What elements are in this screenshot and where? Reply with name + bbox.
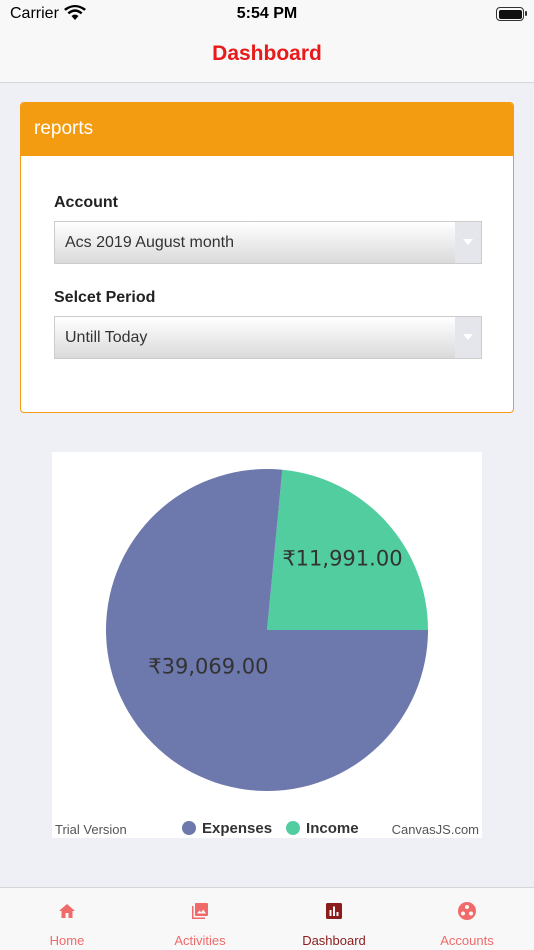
tab-label: Activities [174,933,226,948]
pie-label-income: ₹11,991.00 [282,547,402,571]
carrier-label: Carrier [10,5,59,22]
reports-card: reports Account Acs 2019 August month Se… [20,102,514,413]
pie-label-expenses: ₹39,069.00 [148,654,268,678]
tab-accounts[interactable]: Accounts [400,888,534,950]
account-select[interactable]: Acs 2019 August month [54,221,482,264]
legend-item-income[interactable]: Income [286,820,359,837]
legend-label: Income [306,819,359,837]
account-label: Account [54,194,118,211]
tab-activities[interactable]: Activities [133,888,267,950]
wifi-icon [64,5,86,20]
canvasjs-credit[interactable]: CanvasJS.com [391,822,479,837]
chevron-down-icon[interactable] [455,222,481,263]
chart-legend: Expenses Income [182,818,373,838]
status-bar: Carrier 5:54 PM [0,0,534,30]
pie-chart-canvas: ₹11,991.00 ₹39,069.00 [105,469,428,791]
chevron-down-icon[interactable] [455,317,481,358]
tab-dashboard[interactable]: Dashboard [267,888,401,950]
account-select-value: Acs 2019 August month [65,234,234,251]
trial-version-text: Trial Version [55,822,127,837]
home-icon [59,904,75,918]
pie-slice-income[interactable] [267,469,428,630]
tab-bar: Home Activities Dashboard Accounts [0,887,534,950]
tab-label: Dashboard [302,933,366,948]
tab-label: Accounts [440,933,494,948]
legend-item-expenses[interactable]: Expenses [182,820,272,837]
legend-marker [182,821,196,835]
legend-marker [286,821,301,835]
period-select[interactable]: Untill Today [54,316,482,359]
bar-chart-icon [326,903,342,919]
tab-label: Home [49,933,85,948]
pie-chart: ₹11,991.00 ₹39,069.00 Trial Version Expen… [52,452,482,838]
period-label: Selcet Period [54,289,156,306]
clock: 5:54 PM [236,5,298,22]
page-title: Dashboard [212,42,322,65]
tab-home[interactable]: Home [0,888,134,950]
pie-slice-expenses[interactable] [105,469,428,791]
period-select-value: Untill Today [65,329,148,346]
navigation-bar: Dashboard [0,30,534,83]
photo-library-icon [192,903,208,919]
battery-icon [496,7,527,21]
legend-label: Expenses [202,819,273,837]
group-icon [458,902,476,920]
reports-card-header: reports [21,103,513,156]
